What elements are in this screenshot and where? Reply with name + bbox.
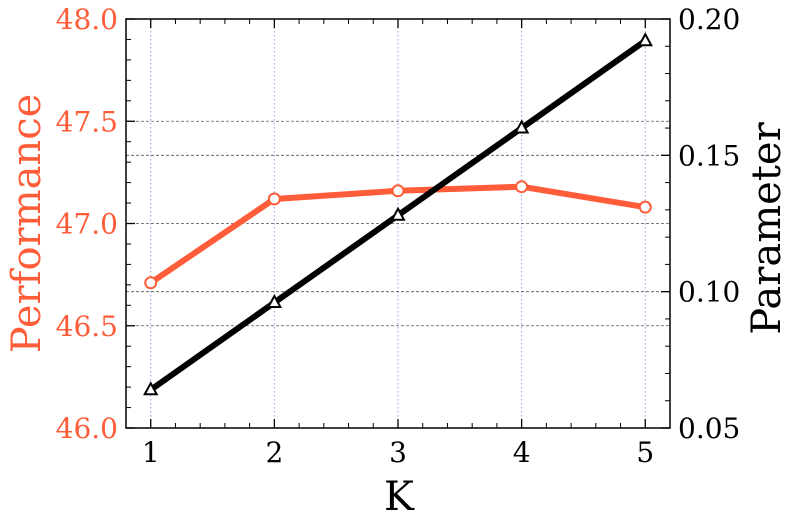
y-left-tick-label: 46.0 — [56, 412, 118, 445]
tick-labels: 1 2 3 4 5 46.0 46.5 47.0 47.5 48.0 0.05 0.10 0.15 0.2… — [56, 3, 741, 469]
y-axis-right-label: Parameter — [744, 121, 790, 334]
y-axis-left-label: Performance — [4, 94, 50, 354]
x-tick-label: 1 — [142, 436, 160, 469]
x-tick-label: 4 — [513, 436, 531, 469]
x-axis-label: K — [384, 474, 415, 520]
y-left-tick-label: 47.0 — [56, 208, 118, 241]
performance-point — [638, 200, 652, 214]
parameter-point — [513, 119, 530, 134]
y-right-tick-label: 0.15 — [678, 139, 740, 172]
performance-point — [144, 276, 158, 290]
y-right-tick-label: 0.05 — [678, 412, 740, 445]
parameter-point — [143, 381, 159, 396]
performance-point — [267, 192, 281, 206]
parameter-point — [637, 32, 653, 47]
tick-marks — [126, 18, 670, 429]
x-tick-label: 5 — [636, 436, 654, 469]
x-tick-label: 2 — [265, 436, 283, 469]
y-left-tick-label: 46.5 — [56, 310, 118, 343]
parameter-point — [266, 293, 283, 308]
parameter-point — [390, 206, 406, 221]
horizontal-grid — [126, 120, 670, 327]
y-right-tick-label: 0.20 — [678, 3, 740, 36]
y-left-tick-label: 47.5 — [56, 105, 118, 138]
series-layer — [143, 32, 653, 396]
y-left-tick-label: 48.0 — [56, 3, 118, 36]
performance-point — [515, 180, 529, 194]
performance-point — [391, 184, 405, 198]
y-right-tick-label: 0.10 — [678, 276, 740, 309]
x-tick-label: 3 — [389, 436, 407, 469]
